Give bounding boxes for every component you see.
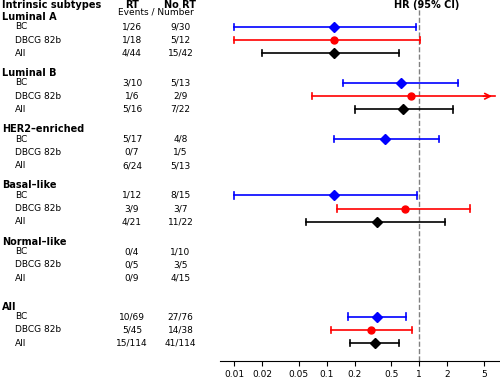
Text: No RT: No RT [164,0,196,10]
Text: 4/21: 4/21 [122,217,142,226]
Text: 1/10: 1/10 [170,247,190,256]
Text: All: All [2,302,16,312]
Text: 14/38: 14/38 [168,325,194,334]
Text: 11/22: 11/22 [168,217,194,226]
Text: 3/10: 3/10 [122,78,142,87]
Text: 5/12: 5/12 [170,36,190,45]
Text: 5/13: 5/13 [170,161,190,170]
Text: 3/7: 3/7 [173,204,188,213]
Text: 0/9: 0/9 [125,274,139,283]
Text: 5/16: 5/16 [122,105,142,114]
Text: 10/69: 10/69 [119,312,145,321]
Text: 15/114: 15/114 [116,339,148,348]
Text: 4/44: 4/44 [122,49,142,58]
Text: 1/26: 1/26 [122,22,142,31]
Text: DBCG 82b: DBCG 82b [16,148,62,157]
Text: 5/17: 5/17 [122,135,142,144]
Text: 2/9: 2/9 [173,92,188,101]
Text: 4/15: 4/15 [170,274,190,283]
Text: 0/7: 0/7 [125,148,139,157]
Text: RT: RT [125,0,139,10]
Text: BC: BC [16,22,28,31]
Text: Luminal A: Luminal A [2,12,57,22]
Text: Luminal B: Luminal B [2,68,56,78]
Text: DBCG 82b: DBCG 82b [16,92,62,101]
Text: 5/13: 5/13 [170,78,190,87]
Text: DBCG 82b: DBCG 82b [16,260,62,269]
Text: HR (95% CI): HR (95% CI) [394,0,459,10]
Text: 1/18: 1/18 [122,36,142,45]
Text: 7/22: 7/22 [170,105,190,114]
Text: DBCG 82b: DBCG 82b [16,204,62,213]
Text: BC: BC [16,312,28,321]
Text: 0/4: 0/4 [125,247,139,256]
Text: 8/15: 8/15 [170,191,190,200]
Text: 1/5: 1/5 [173,148,188,157]
Text: Intrinsic subtypes: Intrinsic subtypes [2,0,102,10]
Text: 4/8: 4/8 [173,135,188,144]
Text: Normal–like: Normal–like [2,237,66,247]
Text: All: All [16,274,27,283]
Text: All: All [16,49,27,58]
Text: All: All [16,217,27,226]
Text: Events / Number: Events / Number [118,7,194,16]
Text: 3/9: 3/9 [125,204,139,213]
Text: 0/5: 0/5 [125,260,139,269]
Text: 1/6: 1/6 [125,92,139,101]
Text: All: All [16,105,27,114]
Text: DBCG 82b: DBCG 82b [16,325,62,334]
Text: 6/24: 6/24 [122,161,142,170]
Text: 15/42: 15/42 [168,49,194,58]
Text: 27/76: 27/76 [168,312,194,321]
Text: Basal–like: Basal–like [2,180,56,191]
Text: 9/30: 9/30 [170,22,190,31]
Text: 1/12: 1/12 [122,191,142,200]
Text: HER2–enriched: HER2–enriched [2,124,84,134]
Text: DBCG 82b: DBCG 82b [16,36,62,45]
Text: 5/45: 5/45 [122,325,142,334]
Text: All: All [16,339,27,348]
Text: BC: BC [16,191,28,200]
Text: BC: BC [16,135,28,144]
Text: BC: BC [16,78,28,87]
Text: BC: BC [16,247,28,256]
Text: 41/114: 41/114 [164,339,196,348]
Text: 3/5: 3/5 [173,260,188,269]
Text: All: All [16,161,27,170]
